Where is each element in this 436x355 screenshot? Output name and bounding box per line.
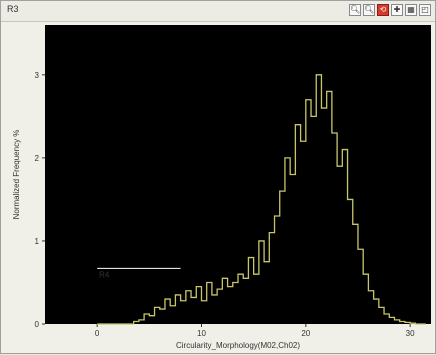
y-tick-label: 0 xyxy=(35,320,40,329)
series-line xyxy=(97,74,426,325)
x-tick-label: 10 xyxy=(197,329,206,338)
x-tick-label: 30 xyxy=(406,329,415,338)
zoom-in-icon[interactable]: 🔍︎ xyxy=(349,4,361,16)
y-axis-title: Normalized Frequency % xyxy=(12,130,21,220)
window-title: R3 xyxy=(7,4,19,14)
zoom-out-icon[interactable]: 🔍︎ xyxy=(363,4,375,16)
x-tick-label: 20 xyxy=(301,329,310,338)
y-tick-label: 3 xyxy=(35,71,40,80)
y-tick-label: 2 xyxy=(35,154,40,163)
gate-label: R4 xyxy=(99,270,110,279)
x-tick-label: 0 xyxy=(95,329,100,338)
plot-toolbar: 🔍︎ 🔍︎ ⟲ ✚ ▦ ◰ xyxy=(349,4,431,18)
window-titlebar: R3 🔍︎ 🔍︎ ⟲ ✚ ▦ ◰ xyxy=(1,1,435,22)
grid-icon[interactable]: ▦ xyxy=(405,4,417,16)
x-axis-title: Circularity_Morphology(M02,Ch02) xyxy=(176,341,300,350)
reset-red-icon[interactable]: ⟲ xyxy=(377,4,389,16)
gate-icon[interactable]: ◰ xyxy=(419,4,431,16)
pointer-icon[interactable]: ✚ xyxy=(391,4,403,16)
y-tick-label: 1 xyxy=(35,237,40,246)
